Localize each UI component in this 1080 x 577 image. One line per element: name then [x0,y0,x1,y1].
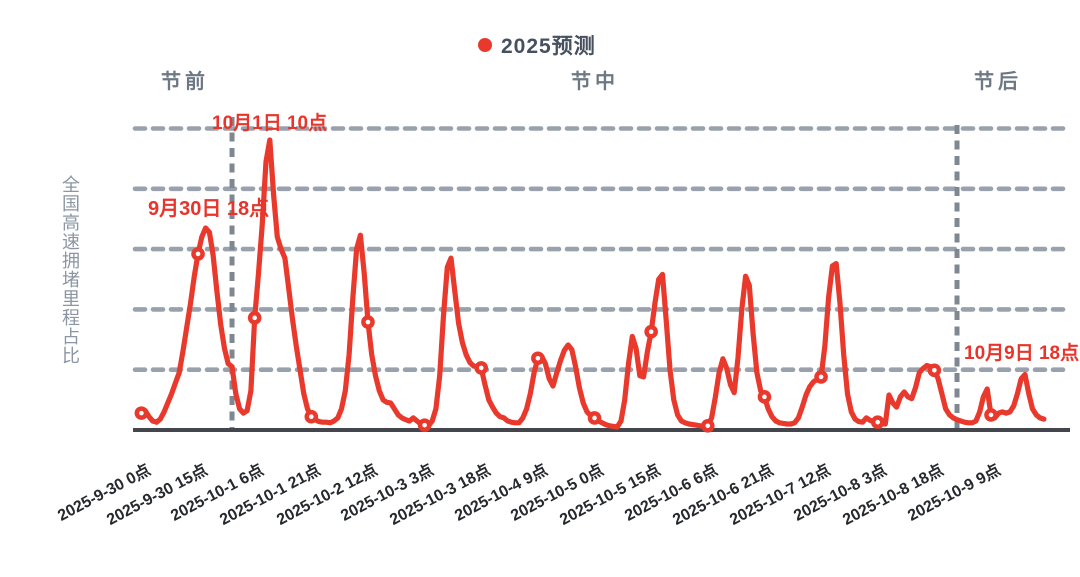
y-axis-title: 全国高速拥堵里程占比 [60,175,80,365]
data-point-marker-center [139,410,144,416]
data-point-marker-center [365,319,371,325]
annotation-oct1-peak: 10月1日 10点 [212,113,328,134]
annotation-sep30-peak: 9月30日 18点 [148,198,270,220]
data-point-marker-center [478,365,484,371]
data-point-marker-center [988,412,994,418]
data-point-marker-center [648,329,654,335]
data-point-marker-center [762,394,767,400]
data-point-marker-center [818,374,824,380]
data-point-marker-center [535,355,541,361]
legend-item-2025-forecast[interactable]: 2025预测 [478,30,596,60]
data-point-marker-center [252,315,257,321]
data-point-marker-center [875,419,881,425]
phase-label-after-holiday: 节后 [974,71,1022,93]
phase-label-during-holiday: 节中 [571,71,619,93]
data-point-marker-center [592,415,597,421]
phase-label-before-holiday: 节前 [161,71,209,93]
data-point-marker-center [195,251,201,257]
data-point-marker-center [422,422,427,428]
forecast-line [138,137,1047,430]
legend-dot-icon [478,38,492,52]
data-point-marker-center [932,368,937,373]
annotation-oct9-peak: 10月9日 18点 [964,343,1080,364]
data-point-marker-center [705,423,711,429]
legend-label: 2025预测 [501,35,596,58]
data-point-marker-center [309,414,314,420]
